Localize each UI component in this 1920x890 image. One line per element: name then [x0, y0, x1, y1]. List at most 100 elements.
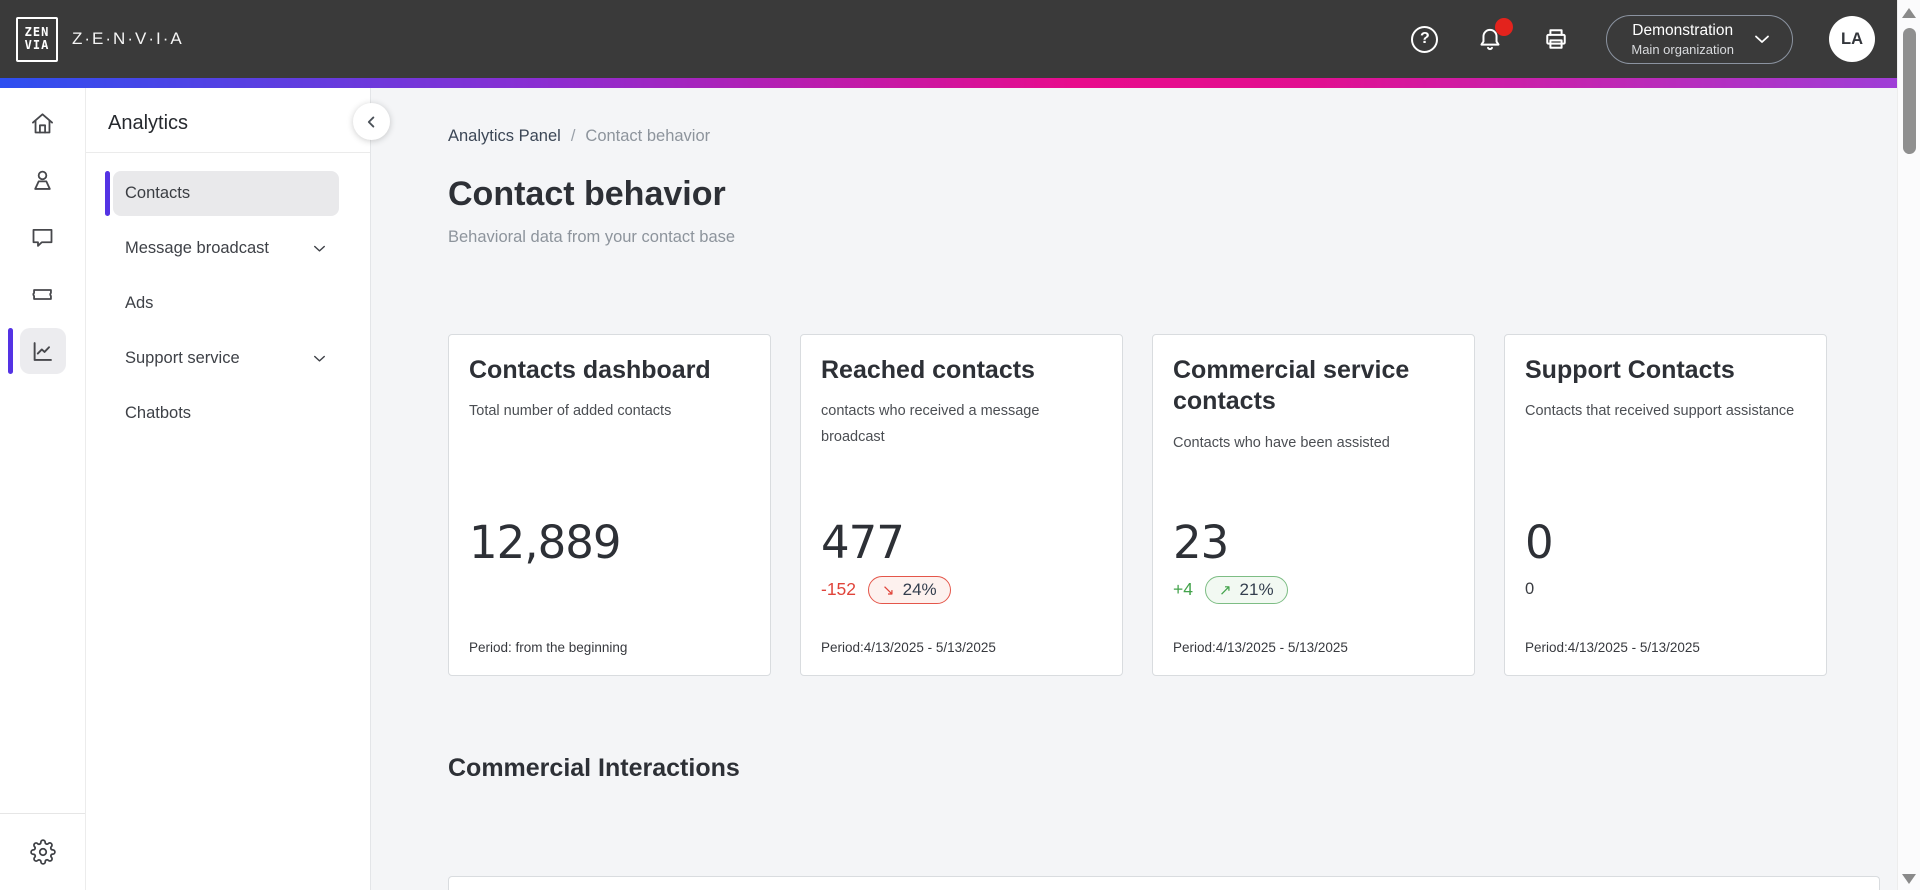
card-delta: 0 [1525, 580, 1535, 598]
page-title: Contact behavior [448, 175, 726, 213]
user-avatar[interactable]: LA [1829, 16, 1875, 62]
rail-item-settings[interactable] [0, 814, 85, 890]
sidebar-item-label: Ads [125, 294, 154, 312]
chevron-down-icon [314, 355, 325, 362]
help-icon: ? [1411, 25, 1439, 53]
kpi-cards-row: Contacts dashboard Total number of added… [448, 334, 1920, 676]
card-bottom: 477 -152 ↘ 24% Period:4/13/2025 - 5/13/2… [821, 519, 1102, 657]
notifications-button[interactable] [1476, 18, 1514, 53]
card-value: 12,889 [469, 516, 621, 569]
chevron-down-icon [1750, 27, 1774, 51]
card-reached-contacts: Reached contacts contacts who received a… [800, 334, 1123, 676]
card-delta-row: +4 ↗ 21% [1173, 574, 1454, 605]
rail-item-home[interactable] [0, 100, 85, 146]
card-value: 23 [1173, 516, 1229, 569]
topbar-actions: ? Demonstration Main organization [1373, 14, 1875, 64]
rail-footer [0, 813, 85, 890]
sidebar-title: Analytics [108, 112, 189, 134]
chat-bubble-icon [20, 214, 66, 260]
breadcrumb-analytics-panel[interactable]: Analytics Panel [448, 126, 561, 145]
sidebar-item-label: Support service [125, 349, 240, 367]
brand-wordmark: Z·E·N·V·I·A [72, 29, 184, 48]
card-value: 477 [821, 516, 905, 569]
organization-subtitle: Main organization [1631, 41, 1734, 57]
logo-row-top: ZEN [24, 25, 50, 39]
rail-item-analytics[interactable] [0, 328, 85, 374]
card-value: 0 [1525, 516, 1554, 569]
sidebar-divider [86, 152, 370, 153]
sidebar-item-support-service[interactable]: Support service [113, 336, 339, 381]
bell-icon [1480, 28, 1500, 51]
organization-switcher[interactable]: Demonstration Main organization [1606, 14, 1793, 64]
rail-item-conversations[interactable] [0, 214, 85, 260]
card-delta-row [469, 574, 750, 605]
analytics-sidebar: Analytics Contacts Message broadcast Ads… [86, 88, 371, 890]
card-support-contacts: Support Contacts Contacts that received … [1504, 334, 1827, 676]
card-description: Total number of added contacts [469, 403, 672, 420]
gear-icon [29, 839, 56, 865]
main-content: Analytics Panel / Contact behavior Conta… [371, 88, 1920, 890]
sidebar-item-label: Message broadcast [125, 239, 269, 257]
card-period: Period:4/13/2025 - 5/13/2025 [1173, 640, 1348, 655]
top-bar: ZEN VIA Z·E·N·V·I·A ? Demonstration [0, 0, 1920, 78]
card-title: Commercial service contacts [1173, 356, 1410, 416]
scrollbar-thumb[interactable] [1903, 28, 1916, 154]
print-button[interactable] [1542, 25, 1570, 53]
card-delta: -152 [821, 579, 857, 599]
card-bottom: 23 +4 ↗ 21% Period:4/13/2025 - 5/13/2025 [1173, 519, 1454, 657]
brand-gradient-divider [0, 78, 1920, 88]
card-delta-row: 0 [1525, 574, 1806, 605]
rail-item-contacts[interactable] [0, 157, 85, 203]
printer-icon [1546, 29, 1567, 49]
organization-text: Demonstration Main organization [1631, 22, 1734, 57]
card-title: Reached contacts [821, 356, 1035, 384]
sidebar-item-message-broadcast[interactable]: Message broadcast [113, 226, 339, 271]
sidebar-item-chatbots[interactable]: Chatbots [113, 391, 339, 436]
sidebar-collapse-button[interactable] [353, 103, 390, 140]
card-title: Support Contacts [1525, 356, 1735, 384]
sidebar-item-ads[interactable]: Ads [113, 281, 339, 326]
card-bottom: 12,889 Period: from the beginning [469, 519, 750, 657]
rail-divider [0, 813, 85, 814]
workspace: Analytics Contacts Message broadcast Ads… [0, 88, 1920, 890]
scrollbar-down-arrow-icon[interactable] [1902, 874, 1916, 884]
organization-name: Demonstration [1632, 21, 1734, 39]
sidebar-item-label: Contacts [125, 184, 191, 202]
section-title-commercial-interactions: Commercial Interactions [448, 754, 740, 782]
chevron-down-icon [314, 245, 325, 252]
card-delta-row: -152 ↘ 24% [821, 574, 1102, 605]
zenvia-logo-icon[interactable]: ZEN VIA [16, 16, 58, 62]
card-period: Period: from the beginning [469, 640, 628, 655]
ticket-icon [20, 271, 66, 317]
logo-row-bottom: VIA [24, 38, 50, 52]
sidebar-menu: Contacts Message broadcast Ads Support s… [86, 171, 370, 436]
sidebar-item-contacts[interactable]: Contacts [105, 171, 339, 216]
card-delta: +4 [1173, 579, 1193, 599]
breadcrumb-separator: / [570, 126, 576, 145]
card-period: Period:4/13/2025 - 5/13/2025 [1525, 640, 1700, 655]
card-contacts-dashboard: Contacts dashboard Total number of added… [448, 334, 771, 676]
chevron-left-icon [367, 116, 374, 127]
brand: ZEN VIA Z·E·N·V·I·A [16, 16, 184, 62]
page-scrollbar[interactable] [1897, 0, 1920, 890]
trend-down-arrow-icon: ↘ [882, 581, 895, 599]
next-section-card-edge [448, 876, 1880, 890]
page-subtitle: Behavioral data from your contact base [448, 228, 736, 246]
trend-badge: ↘ 24% [868, 575, 951, 604]
rail-item-tickets[interactable] [0, 271, 85, 317]
home-icon [20, 100, 66, 146]
help-button[interactable]: ? [1411, 25, 1439, 53]
card-title: Contacts dashboard [469, 356, 711, 384]
card-description: Contacts that received support assistanc… [1525, 403, 1795, 420]
card-bottom: 0 0 Period:4/13/2025 - 5/13/2025 [1525, 519, 1806, 657]
card-commercial-service-contacts: Commercial service contacts Contacts who… [1152, 334, 1475, 676]
card-period: Period:4/13/2025 - 5/13/2025 [821, 640, 996, 655]
trend-badge: ↗ 21% [1204, 575, 1288, 604]
trend-percent: 21% [1239, 579, 1274, 599]
card-description: contacts who received a message broadcas… [821, 403, 1040, 445]
person-icon [20, 157, 66, 203]
scrollbar-up-arrow-icon[interactable] [1902, 8, 1916, 18]
trend-up-arrow-icon: ↗ [1218, 581, 1232, 599]
icon-rail [0, 88, 86, 890]
trend-percent: 24% [902, 579, 937, 599]
